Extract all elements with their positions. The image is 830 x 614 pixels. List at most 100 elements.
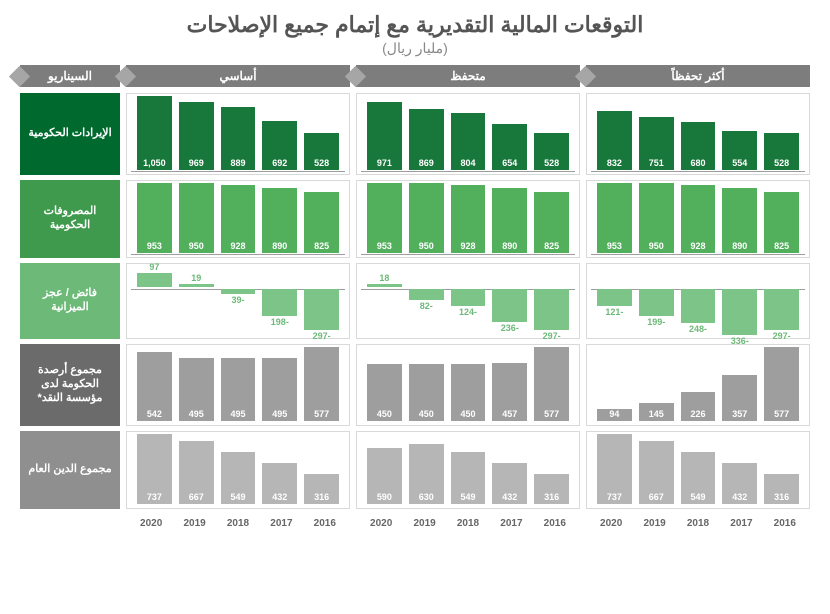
year-label: 2019 <box>404 518 444 529</box>
bar-chart: 825890928950953 <box>591 185 805 253</box>
bars: 528 554 680 751 832 <box>591 98 805 170</box>
bar-wrap: 528 <box>762 98 801 170</box>
bar-value: 554 <box>732 158 747 170</box>
bar-value: 18 <box>365 273 404 283</box>
bar: 528 <box>764 133 799 170</box>
year-label: 2017 <box>491 518 531 529</box>
bar: 953 <box>367 183 402 253</box>
bar-value: 869 <box>419 158 434 170</box>
bar-chart: 528 554 680 751 832 <box>591 98 805 170</box>
bar: 928 <box>221 185 256 253</box>
bar-wrap: 825 <box>532 185 571 253</box>
chart-cell: 528 554 680 751 832 <box>586 93 810 175</box>
bar <box>304 289 339 330</box>
bar: 680 <box>681 122 716 170</box>
bar-wrap: 145 <box>637 349 676 421</box>
bar-wrap: 832 <box>595 98 634 170</box>
bar-wrap: 1,050 <box>135 98 174 170</box>
bar-value: 432 <box>272 492 287 504</box>
column-header: أكثر تحفظاً <box>586 65 810 87</box>
bar: 577 <box>764 347 799 421</box>
bar-value: 145 <box>649 409 664 421</box>
chart-grid: الإيرادات الحكومية5286928899691,05052865… <box>0 93 830 518</box>
bar-value: 542 <box>147 409 162 421</box>
subtitle: (مليار ريال) <box>0 40 830 57</box>
bar-value: 751 <box>649 158 664 170</box>
bar: 825 <box>534 192 569 253</box>
bar-wrap: 577 <box>302 349 341 421</box>
bar: 432 <box>262 463 297 504</box>
bar-wrap: 590 <box>365 436 404 504</box>
chart-cell: -297-198-391997 <box>126 263 350 339</box>
bar <box>597 289 632 306</box>
bar-value: 528 <box>774 158 789 170</box>
bar-value: 94 <box>609 409 619 421</box>
bar-value: 432 <box>732 492 747 504</box>
bar-value: 889 <box>231 158 246 170</box>
bar-wrap: 97 <box>135 268 174 334</box>
bar: 495 <box>221 358 256 421</box>
chart-cell: 825890928950953 <box>126 180 350 258</box>
bar-value: 825 <box>544 241 559 253</box>
bar-value: -198 <box>260 317 299 327</box>
row-label: مجموع أرصدة الحكومة لدى مؤسسة النقد* <box>20 344 120 426</box>
bar-wrap: -297 <box>762 268 801 334</box>
year-label: 2018 <box>448 518 488 529</box>
year-label: 2016 <box>765 518 805 529</box>
bar <box>492 289 527 322</box>
bar-value: -124 <box>449 307 488 317</box>
bar-value: 528 <box>314 158 329 170</box>
bar-wrap: 316 <box>762 436 801 504</box>
bar-value: 953 <box>607 241 622 253</box>
bar-value: 971 <box>377 158 392 170</box>
bar-value: 928 <box>691 241 706 253</box>
bar-wrap: 953 <box>365 185 404 253</box>
bar: 890 <box>492 188 527 253</box>
bar-wrap: -297 <box>532 268 571 334</box>
bar-chart: 316432549630590 <box>361 436 575 504</box>
bar: 357 <box>722 375 757 421</box>
bar-chart: 528654804869971 <box>361 98 575 170</box>
bar-value: 804 <box>461 158 476 170</box>
bars: -297-336-248-199-121 <box>591 268 805 334</box>
bars: 316 432 549667 737 <box>591 436 805 504</box>
bar-wrap: 316 <box>302 436 341 504</box>
column-header: متحفظ <box>356 65 580 87</box>
bars: 528654804869971 <box>361 98 575 170</box>
year-row: 2016201720182019202020162017201820192020… <box>0 518 830 529</box>
bars: 825890928950953 <box>361 185 575 253</box>
bar-value: 928 <box>231 241 246 253</box>
bar-wrap: 528 <box>302 98 341 170</box>
bar: 432 <box>722 463 757 504</box>
zero-line <box>131 171 345 172</box>
bar-wrap: 890 <box>260 185 299 253</box>
bar: 825 <box>304 192 339 253</box>
bar: 953 <box>597 183 632 253</box>
bar: 667 <box>179 441 214 504</box>
bar-wrap: 971 <box>365 98 404 170</box>
year-label: 2019 <box>634 518 674 529</box>
bar: 316 <box>764 474 799 504</box>
chart-cell: 825890928950953 <box>586 180 810 258</box>
row-label: فائض / عجز الميزانية <box>20 263 120 339</box>
bar-wrap: 549 <box>679 436 718 504</box>
bar-chart: 577495495495542 <box>131 349 345 421</box>
bar: 577 <box>534 347 569 421</box>
bar-wrap: 953 <box>595 185 634 253</box>
bar: 928 <box>451 185 486 253</box>
bar-value: 737 <box>607 492 622 504</box>
bar-wrap: 667 <box>637 436 676 504</box>
bar-wrap: 928 <box>449 185 488 253</box>
bar: 969 <box>179 102 214 170</box>
bar: 953 <box>137 183 172 253</box>
bar-wrap: 630 <box>407 436 446 504</box>
bar-value: 528 <box>544 158 559 170</box>
bars: 577457450450450 <box>361 349 575 421</box>
bar-value: 953 <box>377 241 392 253</box>
bar-value: -297 <box>762 331 801 341</box>
bar-value: 832 <box>607 158 622 170</box>
year-label: 2016 <box>305 518 345 529</box>
bar-wrap: 18 <box>365 268 404 334</box>
bar: 528 <box>304 133 339 170</box>
bar-value: 450 <box>461 409 476 421</box>
